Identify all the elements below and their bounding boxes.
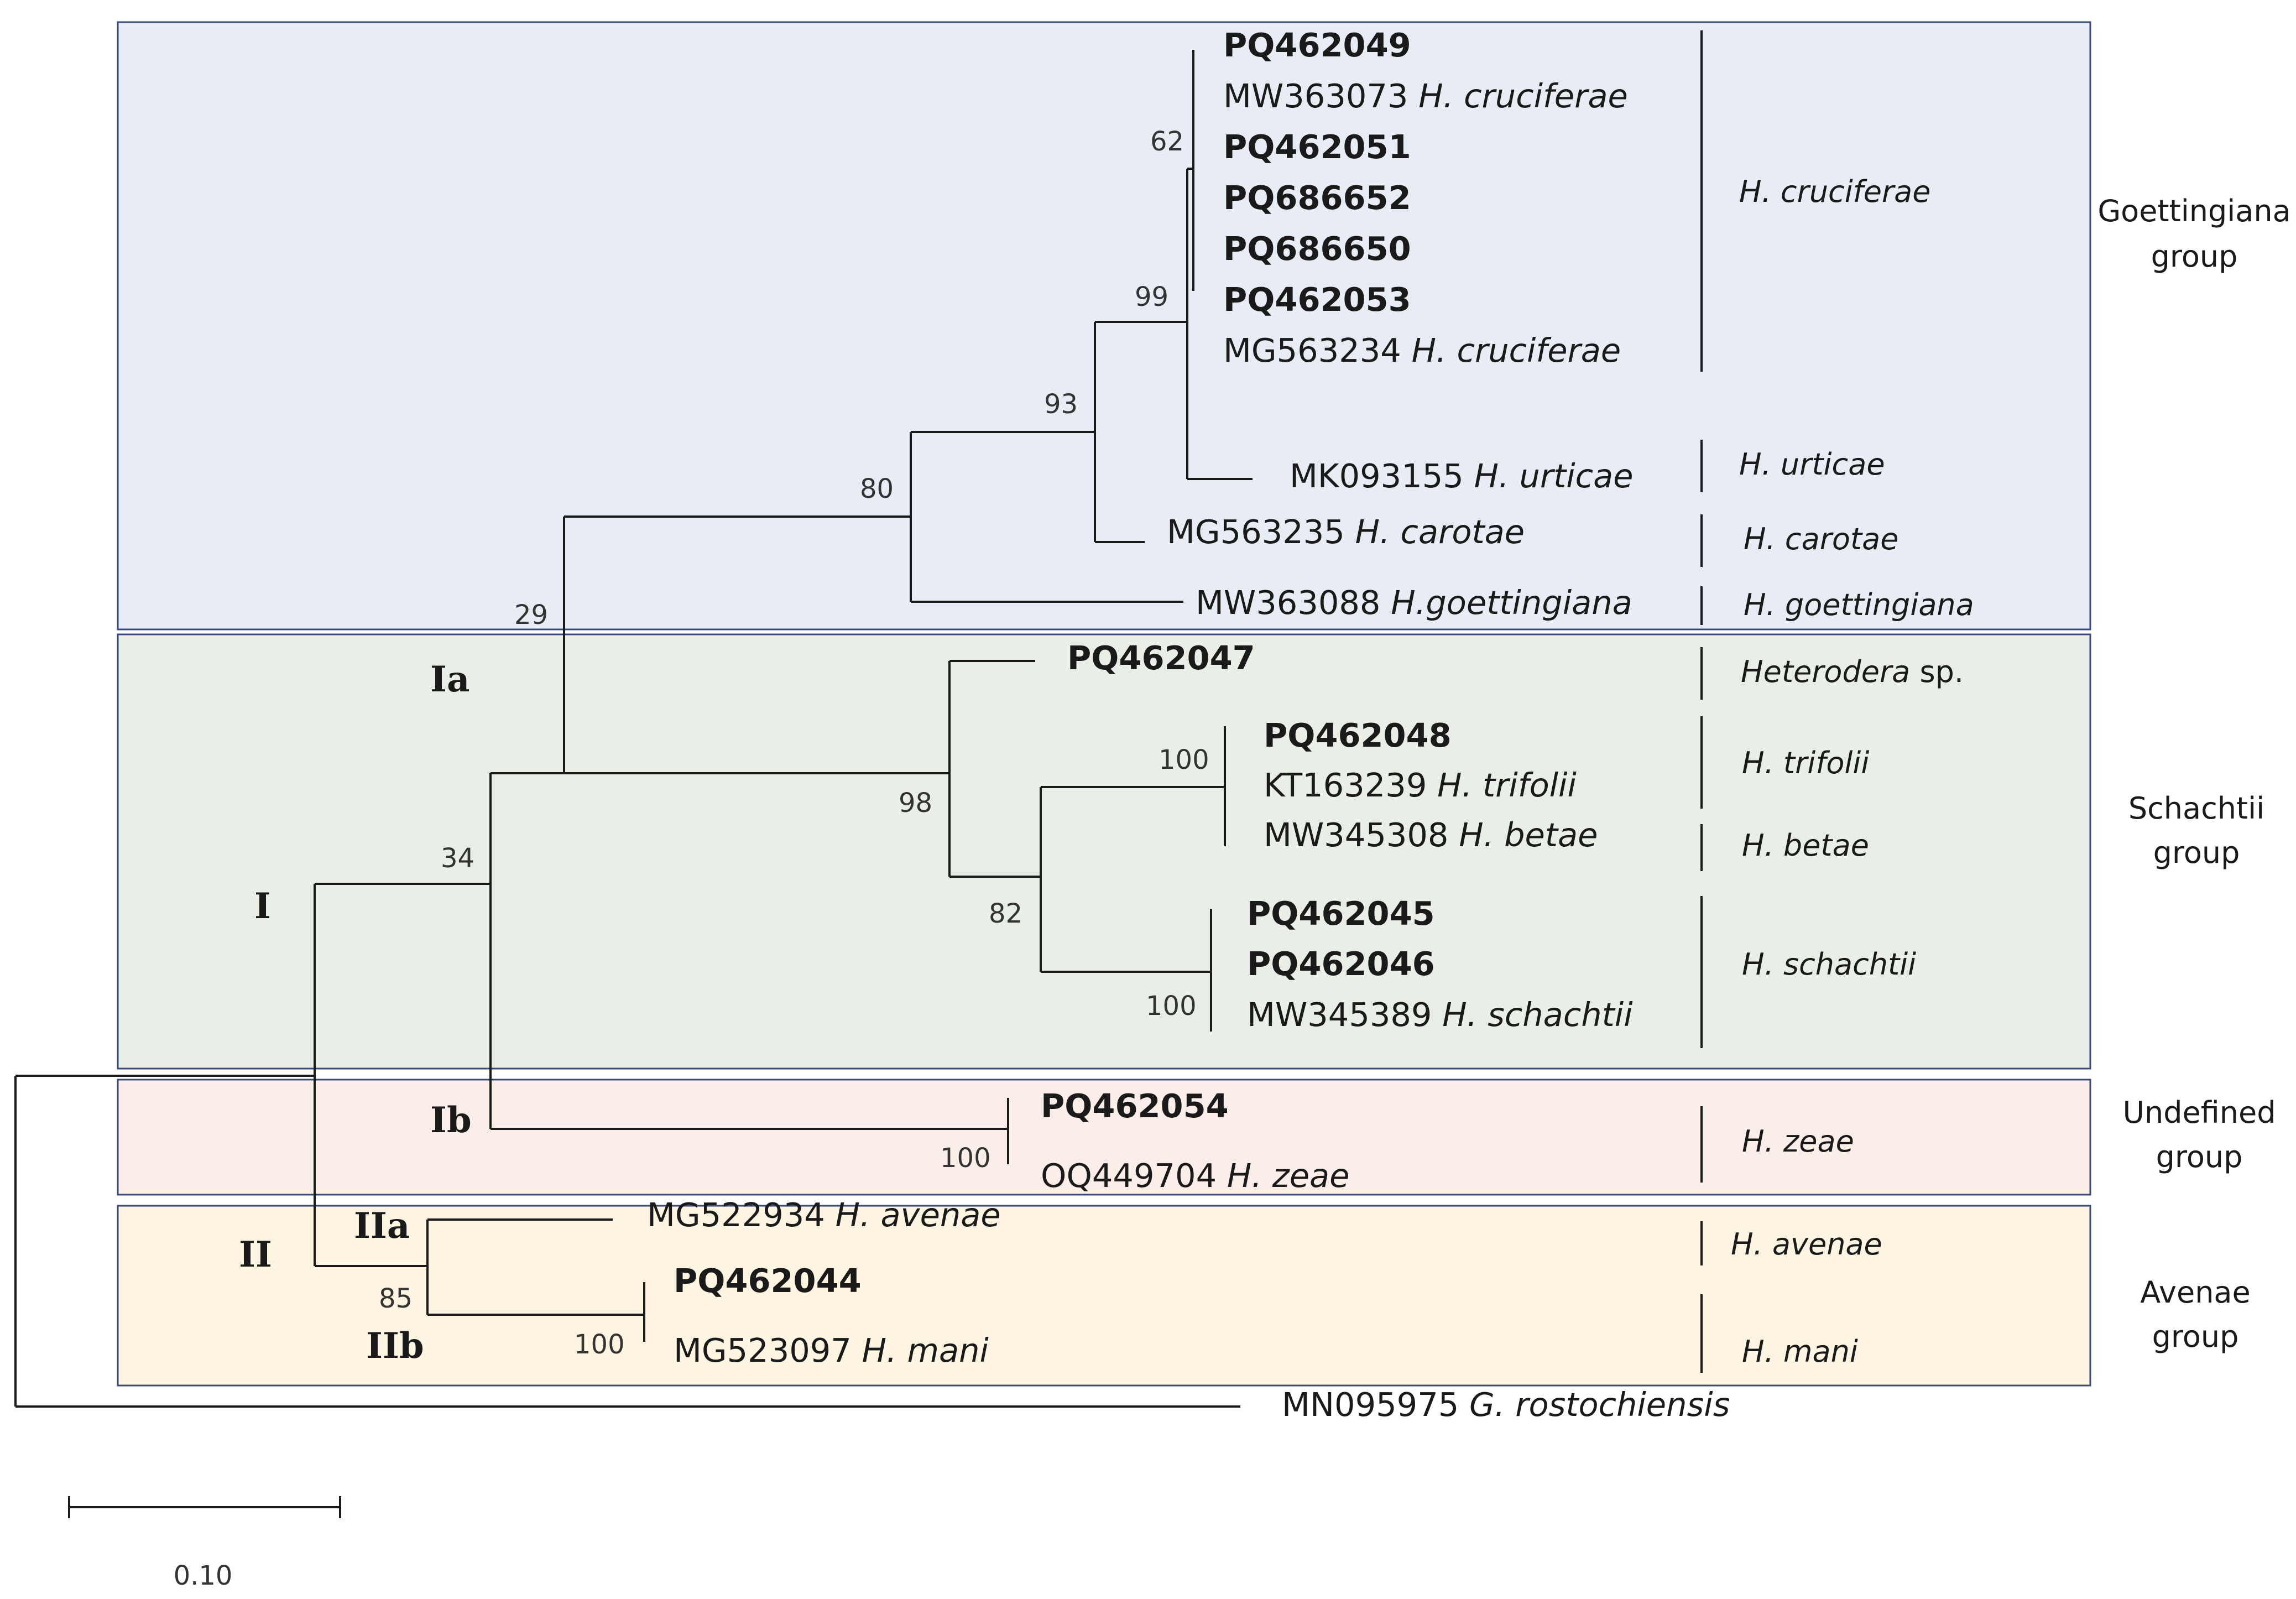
species-label: H. urticae <box>1739 447 1885 482</box>
taxon-label: MN095975 G. rostochiensis <box>1282 1386 1730 1424</box>
taxon-label: PQ686650 <box>1223 230 1411 268</box>
clade-label-ia: Ia <box>430 659 469 700</box>
species-label: Heterodera sp. <box>1741 654 1964 689</box>
taxon-label: MG563235 H. carotae <box>1167 513 1525 551</box>
group-label-line2: group <box>2156 1139 2243 1174</box>
species-label: H. goettingiana <box>1744 587 1974 622</box>
species-label: H. zeae <box>1742 1124 1854 1159</box>
group-label-line1: Avenae <box>2140 1275 2251 1310</box>
goettingiana-group-band <box>117 21 2091 631</box>
species-label: H. trifolii <box>1742 746 1869 780</box>
bootstrap-value: 99 <box>1135 282 1168 312</box>
taxon-label: MG523097 H. mani <box>674 1331 989 1369</box>
undefined-group-band <box>117 1079 2091 1196</box>
species-label: H. betae <box>1742 828 1869 863</box>
taxon-labels: PQ462049 MW363073 H. cruciferae PQ462051… <box>647 26 1730 1424</box>
taxon-label: PQ462049 <box>1223 26 1411 64</box>
bootstrap-value: 100 <box>574 1329 625 1360</box>
bootstrap-value: 93 <box>1044 389 1078 420</box>
taxon-label: PQ686652 <box>1223 179 1411 217</box>
taxon-label: MW363088 H.goettingiana <box>1196 584 1632 622</box>
bootstrap-value: 85 <box>379 1283 413 1314</box>
schachtii-node-branch <box>948 660 1041 878</box>
bootstrap-value: 34 <box>441 843 474 874</box>
species-label: H. cruciferae <box>1739 174 1931 209</box>
avenae-mani-branch <box>426 1218 644 1316</box>
taxon-label: MG563234 H. cruciferae <box>1223 331 1621 369</box>
taxon-label: PQ462054 <box>1041 1087 1229 1125</box>
scale-bar-label: 0.10 <box>174 1560 233 1591</box>
group-label-line1: Schachtii <box>2128 791 2264 826</box>
scale-bar: 0.10 <box>68 1496 341 1591</box>
taxon-label: PQ462048 <box>1264 716 1452 754</box>
clade-label-iib: IIb <box>366 1325 424 1367</box>
clade-label-i: I <box>254 886 271 927</box>
goett-schacht-branch <box>563 515 949 774</box>
tree-branches <box>14 50 1253 1408</box>
taxon-label: OQ449704 H. zeae <box>1041 1157 1349 1195</box>
clade-label-ii: II <box>239 1234 272 1275</box>
clade-ia-ib-branch <box>489 772 1008 1130</box>
schachtii-group-band <box>117 633 2091 1070</box>
clade-labels: I Ia Ib II IIa IIb <box>239 659 472 1367</box>
group-label-line2: group <box>2152 1319 2239 1354</box>
bootstrap-value: 82 <box>989 898 1022 929</box>
taxon-label: PQ462045 <box>1247 894 1435 933</box>
bootstrap-value: 29 <box>514 600 548 631</box>
clade-i-ii-branch <box>314 883 490 1267</box>
bootstrap-value: 80 <box>860 473 894 504</box>
bootstrap-value: 62 <box>1150 126 1184 157</box>
cruciferae-carotae-branch <box>1094 321 1187 543</box>
bootstrap-value: 98 <box>899 788 932 819</box>
taxon-label: MG522934 H. avenae <box>647 1196 1001 1234</box>
group-labels: Goettingiana group Schachtii group Undef… <box>2097 194 2290 1354</box>
goettingiana-node-branch <box>910 431 1183 603</box>
clade-label-iia: IIa <box>354 1205 410 1247</box>
bootstrap-value: 100 <box>940 1143 991 1174</box>
bootstrap-values: 62 99 93 80 29 34 98 100 82 100 100 85 1… <box>379 126 1209 1360</box>
species-label: H. schachtii <box>1742 947 1916 982</box>
taxon-label: MW363073 H. cruciferae <box>1223 77 1628 115</box>
species-label: H. mani <box>1742 1334 1858 1369</box>
scale-bar-line <box>68 1496 341 1518</box>
bootstrap-value: 100 <box>1146 991 1197 1022</box>
species-labels: H. cruciferae H. urticae H. carotae H. g… <box>1731 174 1974 1369</box>
betae-schachtii-branch <box>1040 786 1225 973</box>
group-label-line2: group <box>2153 835 2240 870</box>
group-label-line1: Goettingiana <box>2097 194 2290 228</box>
taxon-label: PQ462053 <box>1223 280 1411 319</box>
root-branch <box>14 1075 1240 1408</box>
species-label: H. avenae <box>1731 1227 1882 1262</box>
taxon-label: PQ462046 <box>1247 945 1435 983</box>
taxon-label: KT163239 H. trifolii <box>1264 766 1577 804</box>
taxon-label: MW345389 H. schachtii <box>1247 996 1633 1034</box>
taxon-label: PQ462051 <box>1223 128 1411 166</box>
clade-label-ib: Ib <box>430 1100 472 1141</box>
taxon-label: PQ462047 <box>1067 639 1255 677</box>
group-label-line2: group <box>2151 239 2238 274</box>
group-label-line1: Undefined <box>2123 1095 2276 1130</box>
bootstrap-value: 100 <box>1159 744 1209 775</box>
avenae-group-band <box>117 1205 2091 1387</box>
taxon-label: MW345308 H. betae <box>1264 816 1598 854</box>
species-label: H. carotae <box>1744 522 1898 556</box>
taxon-label: PQ462044 <box>674 1262 862 1300</box>
taxon-label: MK093155 H. urticae <box>1290 457 1634 495</box>
